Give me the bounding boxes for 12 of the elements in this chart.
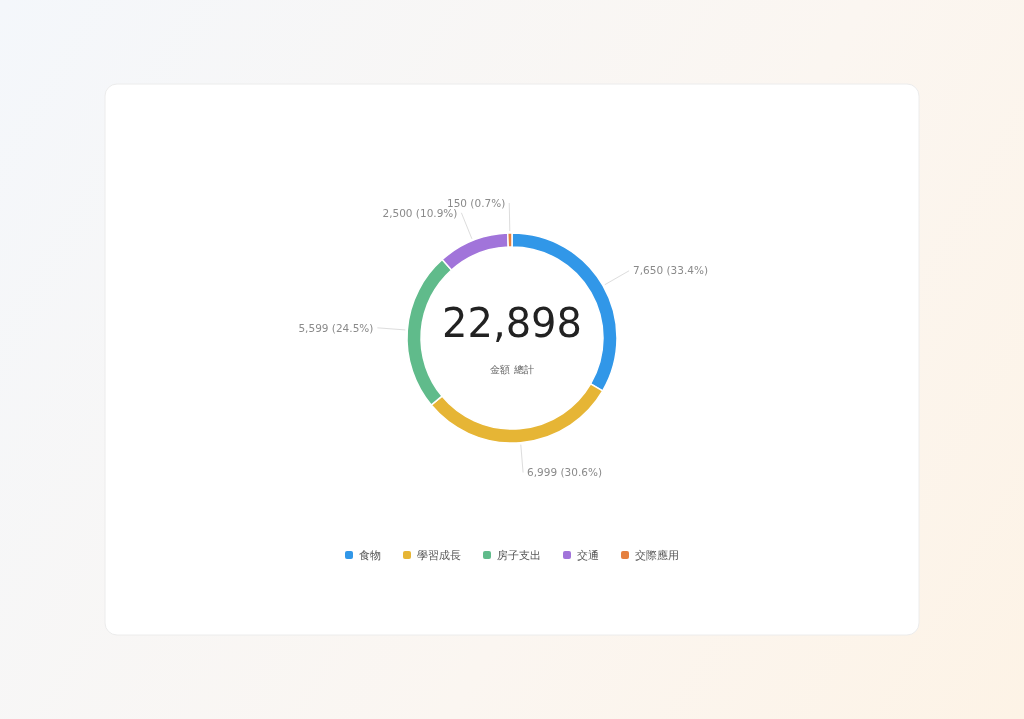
text: 22,898 [442, 300, 582, 346]
legend-label: 房子支出 [497, 548, 541, 561]
legend-label: 交際應用 [635, 548, 679, 561]
data-label: 6,999 (30.6%) [527, 466, 603, 479]
data-label: 5,599 (24.5%) [298, 321, 374, 334]
data-label: 2,500 (10.9%) [382, 206, 458, 219]
legend-label: 學習成長 [417, 548, 461, 561]
legend-label: 交通 [577, 548, 599, 561]
data-label: 150 (0.7%) [446, 196, 506, 209]
legend-label: 食物 [359, 548, 381, 561]
text: 金額 總計 [490, 364, 534, 375]
data-label: 7,650 (33.4%) [633, 264, 709, 277]
